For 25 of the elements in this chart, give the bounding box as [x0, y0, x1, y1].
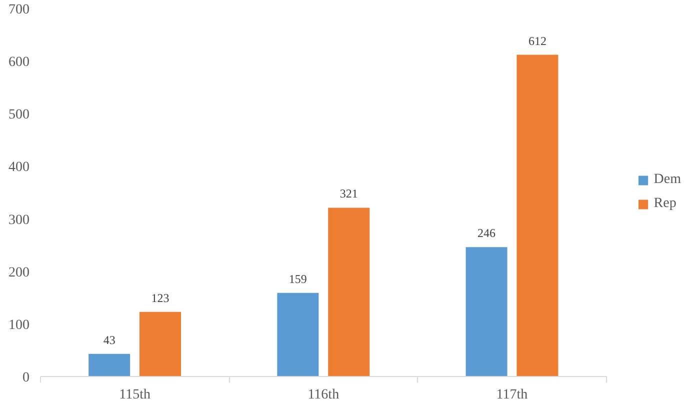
bar: [140, 312, 182, 376]
y-tick-label: 0: [22, 370, 30, 386]
data-label: 43: [103, 332, 116, 347]
y-tick-label: 300: [8, 212, 30, 228]
y-tick-label: 200: [8, 265, 30, 280]
data-label: 246: [478, 226, 496, 240]
data-label: 612: [528, 34, 546, 48]
x-tick-label: 115th: [119, 388, 150, 402]
data-label: 159: [288, 272, 307, 286]
data-label: 321: [340, 186, 358, 201]
x-tick-label: 117th: [496, 388, 528, 402]
bar: [88, 354, 130, 376]
y-tick-label: 100: [8, 318, 30, 333]
data-label: 123: [151, 290, 170, 305]
x-tick-label: 116th: [308, 388, 340, 402]
bar: [328, 208, 370, 376]
y-tick-label: 700: [8, 2, 30, 18]
bar: [277, 292, 319, 376]
bar: [466, 247, 508, 376]
bar: [516, 54, 558, 376]
legend-label: Dem: [654, 172, 681, 188]
legend-label: Rep: [654, 196, 676, 212]
y-tick-label: 400: [8, 160, 30, 176]
y-tick-label: 500: [8, 108, 30, 123]
y-tick-label: 600: [8, 55, 30, 70]
